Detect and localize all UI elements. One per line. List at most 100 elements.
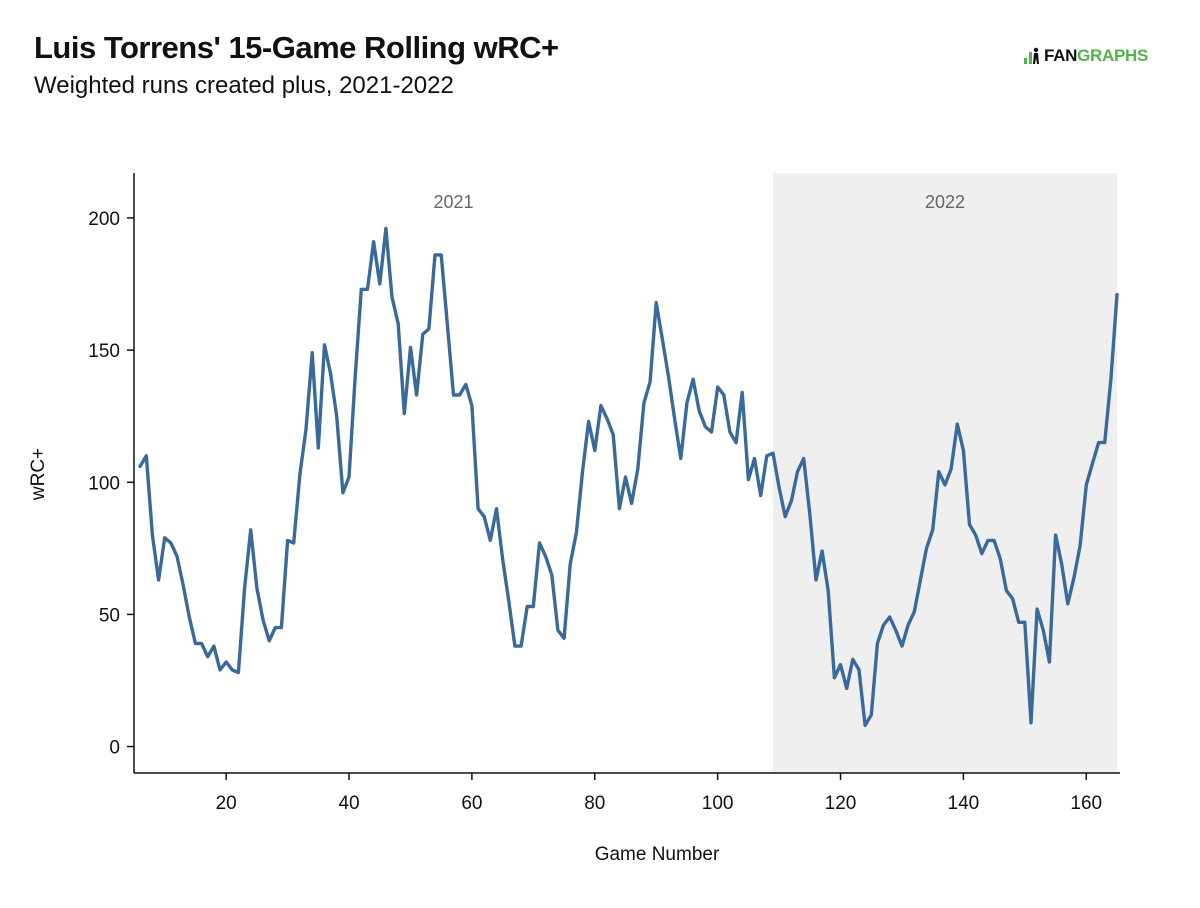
data-point <box>875 642 879 646</box>
data-point <box>421 332 425 336</box>
data-point <box>501 557 505 561</box>
data-point <box>1011 597 1015 601</box>
data-point <box>488 538 492 542</box>
data-point <box>316 446 320 450</box>
data-point <box>660 338 664 342</box>
data-point <box>1084 483 1088 487</box>
x-axis-label: Game Number <box>595 844 720 865</box>
data-point <box>1097 441 1101 445</box>
data-point <box>1054 533 1058 537</box>
data-point <box>531 605 535 609</box>
logo-text-graphs: GRAPHS <box>1077 46 1149 65</box>
band-label-2021: 2021 <box>433 192 473 212</box>
data-point <box>642 401 646 405</box>
data-point <box>630 501 634 505</box>
data-point <box>452 393 456 397</box>
y-tick-label: 200 <box>88 209 120 230</box>
data-point <box>624 475 628 479</box>
data-point <box>961 449 965 453</box>
data-point <box>943 483 947 487</box>
data-point <box>175 554 179 558</box>
chart-subtitle: Weighted runs created plus, 2021-2022 <box>34 72 454 99</box>
data-point <box>845 686 849 690</box>
data-point <box>298 472 302 476</box>
x-tick-label: 160 <box>1070 793 1102 814</box>
data-point <box>912 610 916 614</box>
data-point <box>372 240 376 244</box>
data-point <box>789 499 793 503</box>
data-point <box>1060 562 1064 566</box>
data-point <box>900 644 904 648</box>
data-point <box>839 663 843 667</box>
data-point <box>249 528 253 532</box>
data-point <box>587 420 591 424</box>
data-point <box>292 541 296 545</box>
data-point <box>679 457 683 461</box>
band-label-2022: 2022 <box>925 192 965 212</box>
data-point <box>857 668 861 672</box>
data-point <box>200 642 204 646</box>
data-point <box>882 623 886 627</box>
season-bands: 2021 2022 <box>433 173 1117 773</box>
data-point <box>427 327 431 331</box>
series-line <box>138 226 1119 728</box>
data-point <box>470 404 474 408</box>
data-point <box>445 322 449 326</box>
data-point <box>163 536 167 540</box>
x-tick-label: 100 <box>702 793 734 814</box>
data-point <box>894 628 898 632</box>
band-2022 <box>772 173 1117 773</box>
data-point <box>335 414 339 418</box>
data-point <box>581 470 585 474</box>
data-point <box>925 546 929 550</box>
data-point <box>759 494 763 498</box>
data-point <box>710 430 714 434</box>
data-point <box>255 586 259 590</box>
x-tick-label: 40 <box>338 793 359 814</box>
data-point <box>224 660 228 664</box>
data-point <box>286 538 290 542</box>
data-point <box>261 618 265 622</box>
data-point <box>968 523 972 527</box>
data-point <box>636 467 640 471</box>
data-point <box>648 380 652 384</box>
data-point <box>267 639 271 643</box>
data-point <box>568 562 572 566</box>
data-point <box>243 586 247 590</box>
axes: 0 50 100 150 200 20 40 60 80 100 120 140 160 <box>88 173 1120 814</box>
y-tick-label: 150 <box>88 341 120 362</box>
data-point <box>667 375 671 379</box>
data-point <box>513 644 517 648</box>
data-point <box>402 412 406 416</box>
data-point <box>1035 607 1039 611</box>
data-point <box>1023 620 1027 624</box>
data-point <box>304 427 308 431</box>
data-point <box>673 417 677 421</box>
data-point <box>1078 544 1082 548</box>
data-point <box>206 655 210 659</box>
data-point <box>341 491 345 495</box>
data-point <box>1109 377 1113 381</box>
data-point <box>218 668 222 672</box>
data-point <box>378 282 382 286</box>
data-point <box>1047 660 1051 664</box>
data-point <box>771 451 775 455</box>
x-tick-label: 80 <box>584 793 605 814</box>
data-point <box>144 454 148 458</box>
data-point <box>193 642 197 646</box>
x-tick-label: 120 <box>825 793 857 814</box>
data-point <box>1004 589 1008 593</box>
data-point <box>728 430 732 434</box>
data-point <box>931 528 935 532</box>
data-point <box>605 417 609 421</box>
data-point <box>826 589 830 593</box>
x-tick-label: 20 <box>216 793 237 814</box>
fangraphs-logo[interactable]: FAN GRAPHS <box>1024 44 1148 68</box>
data-point <box>366 287 370 291</box>
data-point <box>150 533 154 537</box>
data-point <box>703 425 707 429</box>
data-point <box>918 578 922 582</box>
data-point <box>390 295 394 299</box>
data-point <box>1072 575 1076 579</box>
